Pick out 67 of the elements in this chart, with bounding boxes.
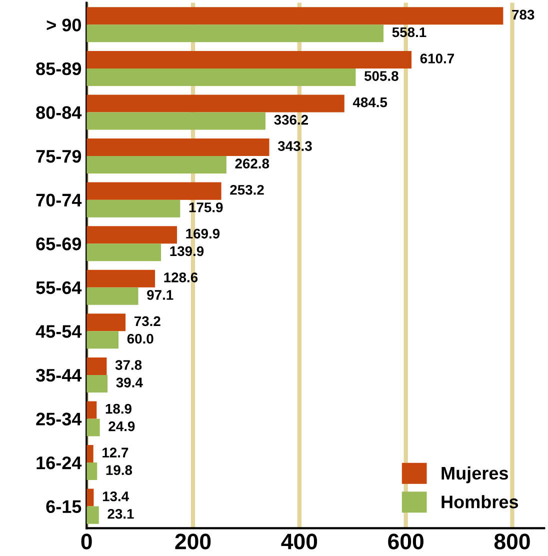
data-label: 253.2 <box>230 184 264 195</box>
bar <box>86 200 180 218</box>
data-label: 128.6 <box>164 272 198 282</box>
y-tick-label: 45-54 <box>36 325 82 338</box>
y-tick-label: 85-89 <box>36 62 82 76</box>
data-label: 60.0 <box>127 334 154 344</box>
x-tick-label: 200 <box>175 534 211 550</box>
data-label: 39.4 <box>116 378 143 388</box>
data-label: 262.8 <box>235 158 270 169</box>
bar <box>86 244 162 262</box>
bar <box>86 156 226 174</box>
x-tick-label: 0 <box>81 534 92 550</box>
x-tick-label: 600 <box>388 534 424 550</box>
bar <box>86 506 99 524</box>
data-label: 783 <box>512 10 534 20</box>
data-label: 343.3 <box>278 141 312 152</box>
data-label: 12.7 <box>102 448 128 458</box>
bar <box>86 24 384 42</box>
x-tick-label: 800 <box>494 534 530 550</box>
bar <box>86 7 504 25</box>
data-label: 610.7 <box>420 54 454 64</box>
data-label: 13.4 <box>102 491 130 502</box>
x-tick-label: 400 <box>281 534 318 550</box>
y-tick-label: 16-24 <box>36 456 82 470</box>
bar <box>86 314 126 332</box>
data-label: 18.9 <box>106 404 132 414</box>
bar <box>86 68 356 86</box>
y-tick-label: 35-44 <box>36 368 82 382</box>
y-tick-label: 6-15 <box>46 500 82 514</box>
data-label: 505.8 <box>364 71 398 81</box>
data-label: 558.1 <box>392 27 426 38</box>
y-tick-label: 65-69 <box>36 238 82 250</box>
bar <box>86 138 270 156</box>
y-tick-label: 55-64 <box>36 281 82 294</box>
y-tick-label: 80-84 <box>36 106 82 119</box>
data-label: 175.9 <box>189 202 223 212</box>
bar <box>86 357 107 375</box>
data-label: 24.9 <box>108 421 135 432</box>
y-tick-label: 70-74 <box>36 194 82 207</box>
bar <box>86 462 98 480</box>
y-tick-label: 75-79 <box>36 150 82 163</box>
data-label: 139.9 <box>170 246 204 256</box>
bar <box>86 331 119 349</box>
bar <box>86 182 222 200</box>
data-label: 97.1 <box>147 290 174 300</box>
bar <box>86 287 138 305</box>
bar <box>86 94 344 112</box>
legend-label: Hombres <box>442 495 518 508</box>
data-label: 169.9 <box>186 228 220 239</box>
data-label: 23.1 <box>108 508 134 519</box>
y-tick-label: > 90 <box>46 18 81 32</box>
bar <box>86 270 156 288</box>
bar <box>86 401 97 419</box>
data-label: 73.2 <box>134 316 160 326</box>
data-label: 336.2 <box>274 114 308 125</box>
y-tick-label: 25-34 <box>36 412 82 426</box>
bar <box>86 488 94 506</box>
legend-label: Mujeres <box>442 466 508 484</box>
bar <box>86 112 266 130</box>
bar <box>86 226 177 244</box>
bar <box>86 50 412 68</box>
data-label: 484.5 <box>352 97 388 108</box>
bar <box>86 445 94 463</box>
data-label: 37.8 <box>115 360 142 370</box>
bar <box>86 418 100 436</box>
data-label: 19.8 <box>106 465 132 476</box>
bar <box>86 374 108 392</box>
